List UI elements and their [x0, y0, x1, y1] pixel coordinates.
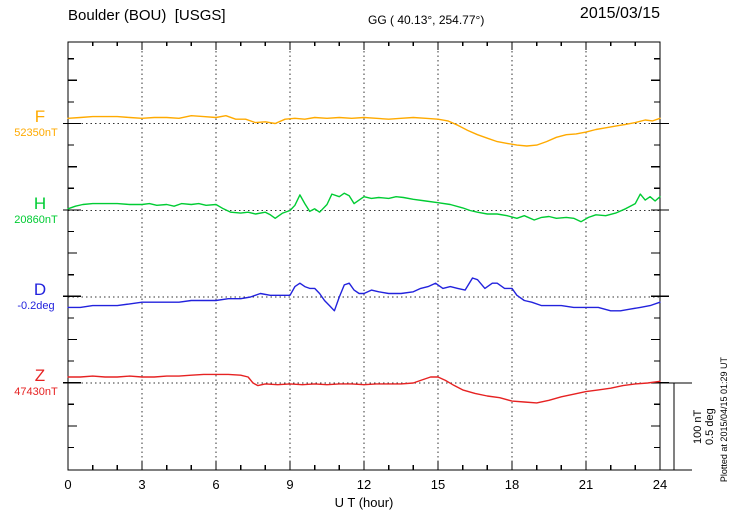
x-tick-label-9: 9: [286, 477, 294, 492]
plotted-at-note: Plotted at 2015/04/15 01:29 UT: [719, 356, 729, 482]
scale-bar-labels: 100 nT 0.5 deg: [692, 384, 716, 470]
series-label-D: D: [33, 280, 47, 299]
x-tick-label-12: 12: [356, 477, 372, 492]
series-label-Z: Z: [34, 366, 46, 385]
series-baseline-value-Z: 47430nT: [14, 386, 58, 398]
series-line-H: [67, 192, 661, 223]
geographic-coords: GG ( 40.13°, 254.77°): [368, 13, 485, 27]
x-tick-label-0: 0: [64, 477, 72, 492]
x-tick-label-3: 3: [138, 477, 146, 492]
series-baseline-value-D: -0.2deg: [17, 300, 55, 312]
plot-date: 2015/03/15: [579, 5, 660, 22]
x-tick-label-18: 18: [504, 477, 520, 492]
series-line-Z: [67, 373, 661, 404]
x-tick-label-24: 24: [652, 477, 668, 492]
x-axis-label: U T (hour): [334, 495, 394, 510]
series-label-H: H: [33, 193, 47, 213]
series-label-F: F: [34, 106, 46, 126]
x-tick-label-21: 21: [578, 477, 594, 492]
series-baseline-value-H: 20860nT: [14, 213, 58, 226]
series-line-F: [67, 114, 661, 147]
x-tick-label-15: 15: [430, 477, 446, 492]
scale-bar-nt-label: 100 nT: [692, 409, 704, 445]
series-line-D: [67, 277, 661, 312]
scale-bar-deg-label: 0.5 deg: [704, 408, 716, 446]
x-tick-label-6: 6: [212, 477, 220, 492]
station-title: Boulder (BOU) [USGS]: [68, 7, 226, 24]
series-baseline-value-F: 52350nT: [14, 126, 58, 139]
